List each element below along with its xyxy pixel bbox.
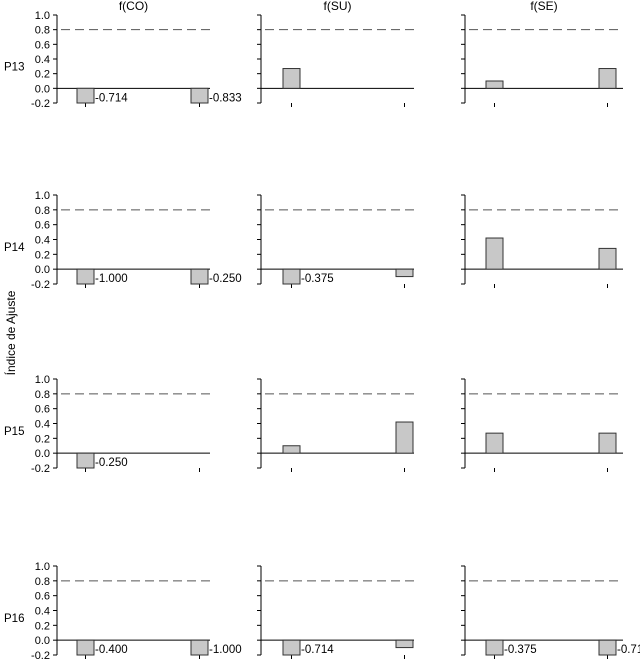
panel-p14-c2-bar-label-1: -0.375 [301,273,334,285]
y-tick-label: 1.0 [35,374,50,386]
y-tick-label: 0.0 [35,83,50,95]
y-tick-label: 0.6 [35,220,50,232]
panel-p16-c3-bar-2 [598,639,617,656]
panel-p16-c3-bar-label-2: -0.714 [617,644,640,656]
y-tick-label: 0.4 [35,419,50,431]
y-tick-label: 0.6 [35,591,50,603]
y-tick-label: 0.4 [35,606,50,618]
y-tick-label: 0.8 [35,25,50,37]
panel-p16-c1-bar-label-1: -0.400 [95,644,128,656]
panel-p13-c1-bar-2 [190,87,209,104]
y-tick-label: 0.2 [35,620,50,632]
row-label-p16: P16 [4,613,24,625]
panel-p13-c2-bar-1 [282,68,301,89]
panel-p14-c1-bar-label-2: -0.250 [209,273,242,285]
panel-p16-c3-bar-1 [485,639,504,656]
panel-p15-c1-bar-1 [76,452,95,469]
y-tick-label: 0.4 [35,235,50,247]
panel-p14-c3-bar-1 [485,237,504,270]
row-label-p14: P14 [4,242,25,254]
panel-p15-c3-bar-1 [485,432,504,454]
y-tick-label: 0.4 [35,54,50,66]
panel-p15-c3-bar-2 [598,432,617,454]
y-tick-label: 1.0 [35,10,50,22]
panel-p14-c1-bar-label-1: -1.000 [95,273,128,285]
y-tick-label: 0.6 [35,404,50,416]
y-tick-label: -0.2 [31,650,50,659]
column-title-3: f(SE) [530,0,557,13]
y-tick-label: 0.2 [35,249,50,261]
y-tick-label: 0.6 [35,39,50,51]
panel-p14-c3-bar-2 [598,247,617,270]
panel-p16-c2-bar-2 [395,639,414,649]
y-tick-label: -0.2 [31,98,50,110]
panel-p13-c1-bar-1 [76,87,95,104]
y-tick-label: 0.0 [35,448,50,460]
y-tick-label: 0.0 [35,264,50,276]
panel-p16-c1-bar-label-2: -1.000 [209,644,242,656]
y-tick-label: 0.0 [35,635,50,647]
panel-p16-c2-bar-label-1: -0.714 [301,644,334,656]
panel-p16-c1-bar-2 [190,639,209,656]
panel-p14-c2-bar-2 [395,268,414,278]
y-tick-label: 1.0 [35,561,50,573]
panel-p15-c1-bar-label-1: -0.250 [95,457,128,469]
column-title-2: f(SU) [324,0,352,13]
panel-p15-c2-bar-2 [395,421,414,454]
panel-p14-c2-bar-1 [282,268,301,285]
y-axis-title: Índice de Ajuste [3,290,18,375]
y-tick-label: -0.2 [31,463,50,475]
panel-p16-c2-bar-1 [282,639,301,656]
y-tick-label: 0.8 [35,205,50,217]
panel-p13-c1-bar-label-1: -0.714 [95,92,128,104]
panel-p16-c3-bar-label-1: -0.375 [504,644,537,656]
panel-p13-c1-bar-label-2: -0.833 [209,92,242,104]
y-tick-label: -0.2 [31,279,50,291]
y-tick-label: 0.8 [35,576,50,588]
panel-p13-c3-bar-1 [485,80,504,89]
panel-p16-c1-bar-1 [76,639,95,656]
row-label-p13: P13 [4,61,24,73]
y-tick-label: 1.0 [35,190,50,202]
y-tick-label: 0.2 [35,69,50,81]
panel-p15-c2-bar-1 [282,445,301,454]
row-label-p15: P15 [4,426,24,438]
panel-p13-c3-bar-2 [598,68,617,89]
panel-p14-c1-bar-2 [190,268,209,285]
y-tick-label: 0.2 [35,433,50,445]
y-tick-label: 0.8 [35,389,50,401]
panel-p14-c1-bar-1 [76,268,95,285]
column-title-1: f(CO) [119,0,148,13]
